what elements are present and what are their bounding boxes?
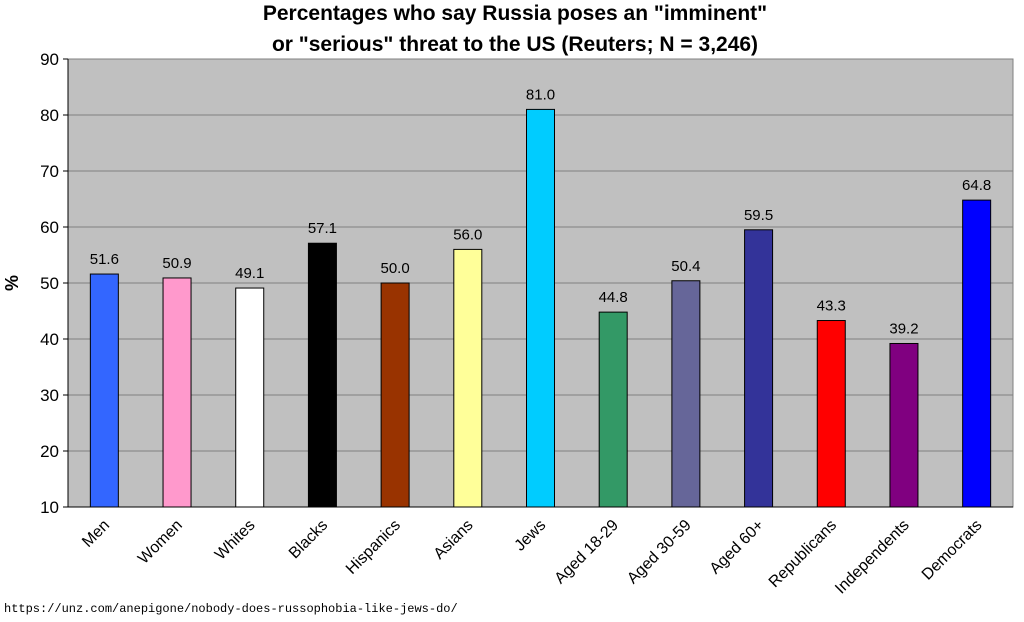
source-url[interactable]: https://unz.com/anepigone/nobody-does-ru… (4, 602, 458, 616)
y-tick-label: 50 (40, 274, 59, 293)
category-label: Asians (431, 517, 477, 563)
category-labels: Men Women Whites Blacks Hispanics Asians Jews A… (79, 517, 985, 598)
y-tick-label: 70 (40, 162, 59, 181)
data-label: 51.6 (90, 251, 119, 268)
bar-jews (526, 108, 555, 508)
y-tick-label: 60 (40, 218, 59, 237)
category-label: Jews (512, 517, 550, 555)
category-label: Aged 60+ (707, 517, 768, 578)
y-tick-label: 30 (40, 386, 59, 405)
data-label: 56.0 (453, 226, 482, 243)
y-tick-label: 20 (40, 442, 59, 461)
category-label: Blacks (286, 517, 331, 562)
bar-men (89, 273, 119, 508)
bar-democrats (962, 199, 992, 508)
data-label: 64.8 (962, 177, 991, 194)
y-tick-label: 40 (40, 330, 59, 349)
bar-hispanics (380, 282, 410, 508)
y-tick-label: 10 (40, 498, 59, 517)
category-label: Hispanics (343, 517, 404, 578)
bar-aged-60- (744, 229, 774, 508)
chart-title-line-1: Percentages who say Russia poses an "imm… (263, 2, 767, 25)
data-labels: 51.6 50.9 49.1 57.1 50.0 56.0 81.0 44.8 50.4 59.5… (90, 86, 992, 337)
data-label: 50.9 (162, 255, 191, 272)
data-label: 57.1 (308, 220, 337, 237)
category-label: Women (135, 517, 186, 568)
category-label: Republicans (766, 517, 840, 591)
data-label: 44.8 (599, 289, 628, 306)
y-tick-label: 80 (40, 106, 59, 125)
data-label: 43.3 (817, 298, 846, 315)
bar-independents (889, 342, 919, 508)
category-label: Independents (832, 517, 913, 598)
bar-women (162, 277, 192, 508)
bars (89, 108, 992, 508)
category-label: Aged 18-29 (551, 517, 622, 588)
data-label: 59.5 (744, 207, 773, 224)
chart-title-line-2: or "serious" threat to the US (Reuters; … (272, 33, 758, 56)
bar-asians (453, 248, 483, 508)
category-label: Men (79, 517, 113, 551)
bar-chart: Percentages who say Russia poses an "imm… (2, 2, 1014, 598)
bar-republicans (816, 320, 846, 508)
data-label: 50.4 (671, 258, 700, 275)
data-label: 81.0 (526, 86, 555, 103)
category-label: Whites (212, 517, 259, 564)
data-label: 49.1 (235, 265, 264, 282)
data-label: 39.2 (889, 320, 918, 337)
category-label: Aged 30-59 (624, 517, 695, 588)
bar-blacks (307, 242, 337, 508)
y-axis-label: % (2, 275, 22, 291)
category-label: Democrats (919, 517, 986, 584)
bar-aged-18-29 (598, 311, 628, 508)
bar-whites (235, 287, 265, 508)
y-tick-label: 90 (40, 50, 59, 69)
bar-aged-30-59 (671, 280, 701, 508)
data-label: 50.0 (381, 260, 410, 277)
